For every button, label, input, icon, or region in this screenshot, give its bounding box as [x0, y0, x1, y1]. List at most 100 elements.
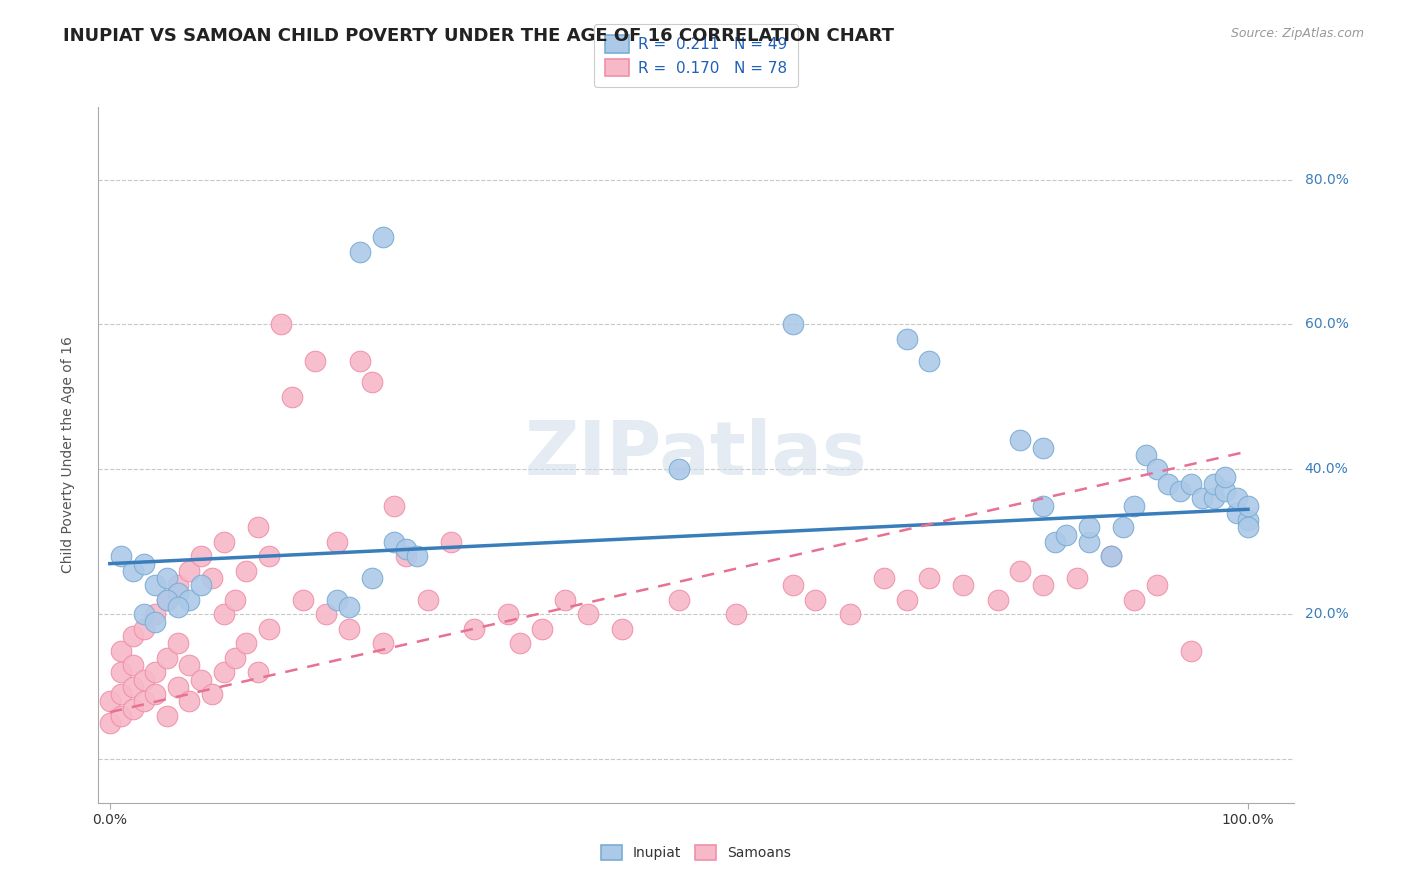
Point	[304, 353, 326, 368]
Point	[349, 244, 371, 259]
Point	[156, 571, 179, 585]
Point	[224, 592, 246, 607]
Point	[509, 636, 531, 650]
Point	[782, 318, 804, 332]
Point	[1226, 506, 1249, 520]
Point	[782, 578, 804, 592]
Point	[143, 615, 166, 629]
Point	[496, 607, 519, 622]
Point	[326, 534, 349, 549]
Point	[98, 716, 121, 731]
Point	[531, 622, 554, 636]
Point	[190, 578, 212, 592]
Point	[281, 390, 304, 404]
Point	[1032, 578, 1054, 592]
Point	[838, 607, 860, 622]
Point	[201, 571, 224, 585]
Point	[804, 592, 827, 607]
Point	[1099, 549, 1122, 564]
Text: 40.0%: 40.0%	[1305, 462, 1348, 476]
Point	[235, 564, 257, 578]
Point	[1032, 441, 1054, 455]
Point	[1237, 520, 1260, 534]
Point	[1112, 520, 1135, 534]
Point	[1157, 476, 1180, 491]
Point	[1213, 484, 1236, 499]
Text: ZIPatlas: ZIPatlas	[524, 418, 868, 491]
Point	[337, 600, 360, 615]
Point	[382, 534, 405, 549]
Point	[1032, 499, 1054, 513]
Point	[132, 622, 155, 636]
Point	[98, 694, 121, 708]
Point	[1099, 549, 1122, 564]
Point	[896, 592, 918, 607]
Point	[143, 665, 166, 680]
Point	[1202, 476, 1225, 491]
Point	[1226, 491, 1249, 506]
Point	[576, 607, 599, 622]
Point	[1213, 469, 1236, 483]
Point	[668, 462, 690, 476]
Point	[212, 607, 235, 622]
Point	[395, 542, 418, 557]
Point	[143, 687, 166, 701]
Point	[440, 534, 463, 549]
Point	[360, 376, 382, 390]
Text: 60.0%: 60.0%	[1305, 318, 1348, 332]
Point	[360, 571, 382, 585]
Point	[395, 549, 418, 564]
Text: 20.0%: 20.0%	[1305, 607, 1348, 622]
Point	[724, 607, 747, 622]
Y-axis label: Child Poverty Under the Age of 16: Child Poverty Under the Age of 16	[60, 336, 75, 574]
Point	[179, 658, 201, 673]
Point	[1010, 434, 1032, 448]
Point	[896, 332, 918, 346]
Point	[292, 592, 315, 607]
Point	[406, 549, 429, 564]
Point	[371, 636, 394, 650]
Point	[418, 592, 440, 607]
Point	[179, 694, 201, 708]
Point	[190, 673, 212, 687]
Point	[121, 701, 143, 715]
Point	[1010, 564, 1032, 578]
Point	[110, 687, 132, 701]
Point	[668, 592, 690, 607]
Point	[1191, 491, 1213, 506]
Point	[179, 564, 201, 578]
Point	[918, 353, 941, 368]
Point	[337, 622, 360, 636]
Point	[463, 622, 485, 636]
Point	[1146, 578, 1168, 592]
Point	[156, 708, 179, 723]
Point	[110, 549, 132, 564]
Point	[143, 578, 166, 592]
Legend: Inupiat, Samoans: Inupiat, Samoans	[595, 839, 797, 865]
Point	[156, 592, 179, 607]
Text: Source: ZipAtlas.com: Source: ZipAtlas.com	[1230, 27, 1364, 40]
Point	[246, 520, 269, 534]
Point	[1146, 462, 1168, 476]
Point	[873, 571, 896, 585]
Point	[132, 607, 155, 622]
Point	[1077, 520, 1099, 534]
Point	[121, 658, 143, 673]
Point	[132, 673, 155, 687]
Point	[167, 585, 190, 599]
Point	[212, 534, 235, 549]
Point	[190, 549, 212, 564]
Point	[270, 318, 292, 332]
Point	[167, 680, 190, 694]
Point	[1043, 534, 1066, 549]
Point	[554, 592, 576, 607]
Point	[246, 665, 269, 680]
Point	[257, 622, 280, 636]
Point	[1180, 476, 1202, 491]
Point	[987, 592, 1010, 607]
Point	[1077, 534, 1099, 549]
Text: 80.0%: 80.0%	[1305, 172, 1348, 186]
Point	[952, 578, 974, 592]
Point	[1066, 571, 1088, 585]
Point	[167, 636, 190, 650]
